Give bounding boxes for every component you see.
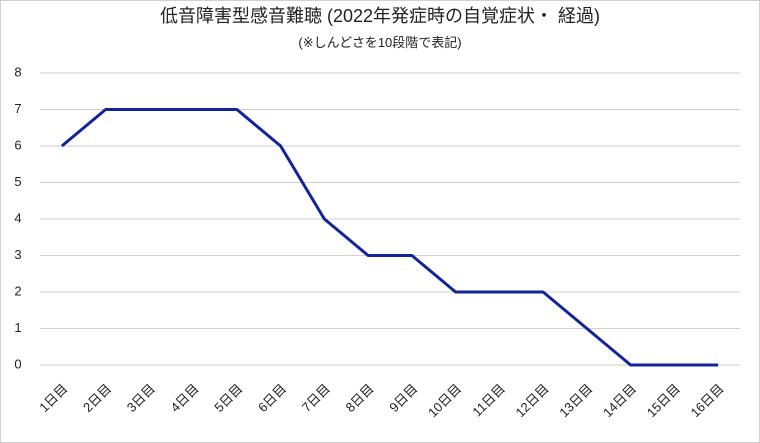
- y-tick-label: 7: [14, 101, 21, 116]
- y-tick-label: 3: [14, 247, 21, 262]
- y-tick-label: 5: [14, 174, 21, 189]
- y-tick-label: 6: [14, 137, 21, 152]
- y-tick-label: 8: [14, 64, 21, 79]
- chart-subtitle: (※しんどさを10段階で表記): [298, 35, 461, 50]
- y-tick-label: 0: [14, 356, 21, 371]
- y-tick-label: 4: [14, 210, 21, 225]
- data-line: [60, 108, 719, 367]
- y-tick-label: 1: [14, 320, 21, 335]
- y-tick-label: 2: [14, 283, 21, 298]
- chart-title: 低音障害型感音難聴 (2022年発症時の自覚症状・ 経過): [160, 6, 600, 26]
